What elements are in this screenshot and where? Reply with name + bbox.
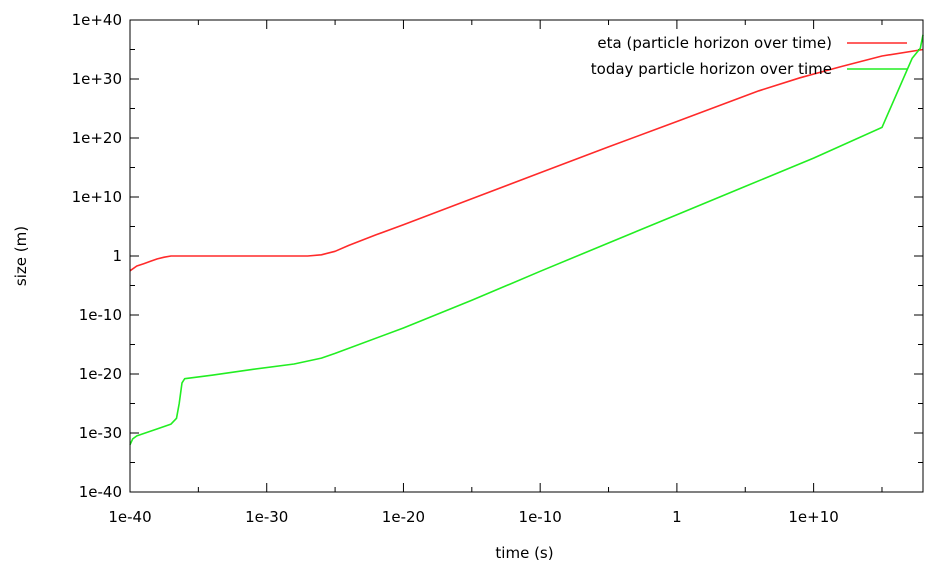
x-tick-label: 1e-10 xyxy=(519,508,562,526)
x-tick-label: 1e-40 xyxy=(108,508,151,526)
x-axis-title: time (s) xyxy=(495,544,553,562)
ticks-layer: 1e+40 1e+30 1e+20 1e+10 1 1e-10 1e-20 1e-30 1e-4… xyxy=(72,11,923,526)
plot-frame xyxy=(129,19,924,493)
x-tick-label: 1 xyxy=(672,508,682,526)
y-tick-label: 1e+40 xyxy=(72,11,122,29)
series-line-eta xyxy=(129,48,924,272)
legend: eta (particle horizon over time) today p… xyxy=(591,34,907,78)
x-tick-label: 1e+10 xyxy=(788,508,838,526)
y-tick-label: 1e+20 xyxy=(72,129,122,147)
y-axis-title: size (m) xyxy=(12,226,30,286)
y-tick-label: 1e-10 xyxy=(79,306,122,324)
y-tick-label: 1e+10 xyxy=(72,188,122,206)
y-tick-label: 1e+30 xyxy=(72,70,122,88)
y-tick-label: 1 xyxy=(112,247,122,265)
y-tick-label: 1e-40 xyxy=(79,483,122,501)
y-tick-label: 1e-30 xyxy=(79,424,122,442)
y-tick-label: 1e-20 xyxy=(79,365,122,383)
x-tick-label: 1e-20 xyxy=(382,508,425,526)
x-tick-label: 1e-30 xyxy=(245,508,288,526)
series-line-today xyxy=(129,34,924,446)
series-layer xyxy=(129,34,924,446)
legend-label-today: today particle horizon over time xyxy=(591,60,832,78)
legend-label-eta: eta (particle horizon over time) xyxy=(597,34,832,52)
